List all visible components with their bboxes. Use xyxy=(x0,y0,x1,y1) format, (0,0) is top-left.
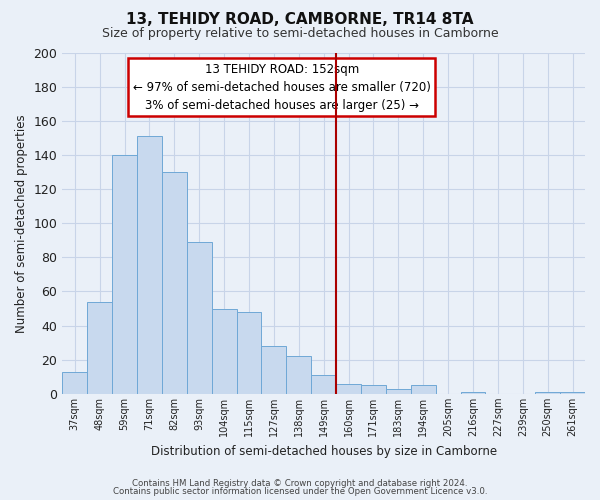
Bar xyxy=(262,346,286,394)
Bar xyxy=(112,155,137,394)
Bar xyxy=(311,375,336,394)
Bar xyxy=(137,136,162,394)
X-axis label: Distribution of semi-detached houses by size in Camborne: Distribution of semi-detached houses by … xyxy=(151,444,497,458)
Bar xyxy=(87,302,112,394)
Bar xyxy=(386,389,411,394)
Text: Contains public sector information licensed under the Open Government Licence v3: Contains public sector information licen… xyxy=(113,487,487,496)
Bar xyxy=(212,308,236,394)
Text: Contains HM Land Registry data © Crown copyright and database right 2024.: Contains HM Land Registry data © Crown c… xyxy=(132,478,468,488)
Y-axis label: Number of semi-detached properties: Number of semi-detached properties xyxy=(15,114,28,332)
Bar xyxy=(236,312,262,394)
Bar xyxy=(361,386,386,394)
Text: 13 TEHIDY ROAD: 152sqm
← 97% of semi-detached houses are smaller (720)
3% of sem: 13 TEHIDY ROAD: 152sqm ← 97% of semi-det… xyxy=(133,62,431,112)
Bar xyxy=(286,356,311,394)
Bar xyxy=(560,392,585,394)
Bar xyxy=(187,242,212,394)
Bar xyxy=(62,372,87,394)
Text: 13, TEHIDY ROAD, CAMBORNE, TR14 8TA: 13, TEHIDY ROAD, CAMBORNE, TR14 8TA xyxy=(126,12,474,28)
Bar xyxy=(461,392,485,394)
Bar xyxy=(535,392,560,394)
Bar xyxy=(336,384,361,394)
Bar xyxy=(411,386,436,394)
Text: Size of property relative to semi-detached houses in Camborne: Size of property relative to semi-detach… xyxy=(101,28,499,40)
Bar xyxy=(162,172,187,394)
